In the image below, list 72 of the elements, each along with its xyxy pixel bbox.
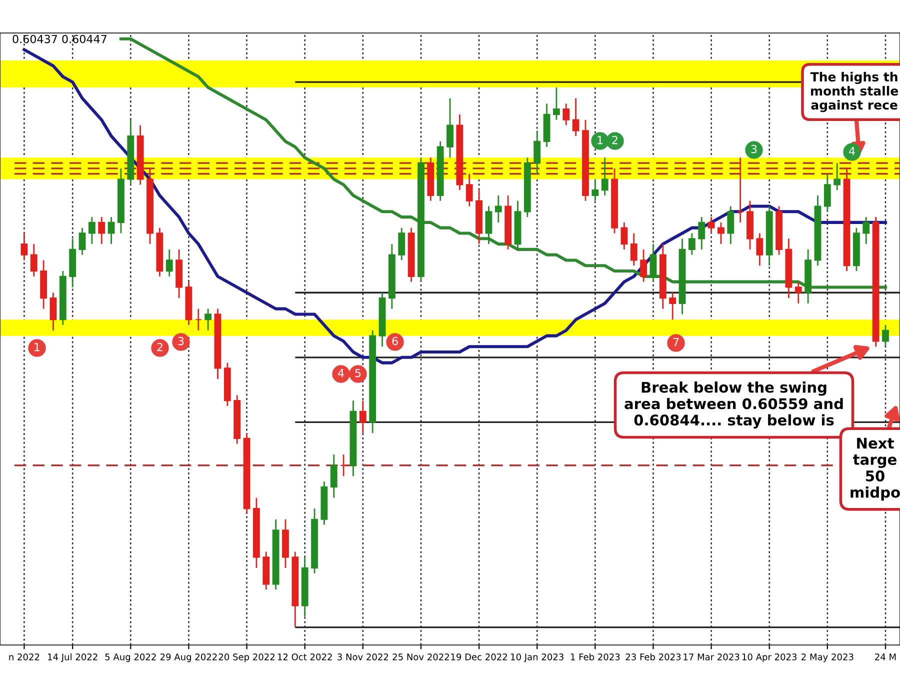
x-tick-label: 12 Oct 2022 — [278, 653, 332, 660]
x-tick-label: 3 Nov 2022 — [338, 653, 388, 660]
x-tick-label: 5 Aug 2022 — [105, 653, 156, 662]
candlestick — [698, 216, 706, 250]
candlestick — [669, 292, 676, 320]
annotation: 1 — [598, 136, 603, 144]
x-tick-label: n 2022 — [9, 653, 40, 660]
text: 0.60437 0.60447 — [12, 34, 106, 44]
candlestick — [756, 232, 764, 266]
annotation: The highs th month stalle against rece — [810, 72, 898, 112]
x-tick-label: 24 M — [875, 653, 896, 660]
candlestick — [340, 454, 348, 477]
candlestick — [98, 216, 106, 245]
candlestick — [882, 324, 889, 348]
candlestick — [78, 227, 86, 256]
candlestick — [398, 227, 406, 261]
x-tick-label: 1 Feb 2023 — [570, 653, 620, 660]
annotation: 4 — [849, 146, 855, 156]
annotation: 4 — [338, 368, 344, 378]
x-tick-label: 29 Aug 2022 — [160, 653, 217, 662]
candlestick — [688, 232, 696, 256]
x-tick-label: 2 May 2023 — [802, 653, 854, 662]
candlestick — [194, 308, 202, 332]
annotation: Next targe 50 midpo — [850, 438, 900, 501]
x-tick-label: 10 Jan 2023 — [511, 653, 564, 662]
annotation: 3 — [178, 336, 184, 346]
candlestick — [718, 222, 724, 245]
candlestick — [824, 173, 831, 212]
candlestick — [650, 243, 657, 283]
x-tick-label: 20 Sep 2022 — [218, 653, 274, 662]
x-tick-label: 25 Nov 2022 — [392, 653, 449, 660]
candlestick — [620, 222, 628, 250]
candlestick — [552, 86, 560, 121]
annotation: 7 — [673, 338, 679, 346]
candlestick — [630, 232, 638, 266]
x-tick-label: 19 Dec 2022 — [451, 653, 507, 660]
candlestick — [330, 454, 338, 498]
x-tick-label: 23 Feb 2023 — [626, 653, 681, 660]
annotation: 5 — [355, 368, 361, 378]
candlestick — [862, 216, 870, 245]
candlestick — [494, 194, 502, 224]
annotation: 3 — [751, 144, 757, 154]
candlestick — [794, 281, 802, 304]
x-tick-label: 10 Apr 2023 — [742, 653, 797, 662]
candlestick — [727, 206, 734, 245]
candlestick — [601, 156, 608, 196]
candlestick — [204, 308, 212, 332]
candlestick — [108, 216, 115, 245]
candlestick — [534, 130, 541, 175]
candlestick — [166, 248, 173, 278]
candlestick — [466, 173, 473, 207]
candlestick — [572, 98, 580, 137]
candlestick — [359, 400, 366, 434]
annotation: 1 — [34, 342, 40, 352]
candlestick — [20, 232, 28, 261]
annotation: 2 — [612, 136, 618, 144]
annotation: 2 — [157, 342, 162, 352]
candlestick — [88, 216, 96, 245]
candlestick — [592, 178, 599, 202]
candlestick — [708, 216, 715, 234]
candlestick — [834, 162, 841, 191]
x-tick-label: 14 Jul 2022 — [48, 653, 98, 662]
candlestick — [50, 292, 57, 332]
annotation: 6 — [392, 336, 398, 346]
candlestick — [736, 156, 744, 224]
candlestick — [30, 243, 38, 278]
candlestick — [562, 102, 570, 126]
annotation: Break below the swing area between 0.60559 and 0.60844.... stay below is — [624, 382, 843, 428]
candlestick — [485, 206, 492, 245]
candlestick — [446, 98, 454, 158]
candlestick — [640, 248, 648, 283]
x-tick-label: 17 Mar 2023 — [684, 653, 740, 660]
